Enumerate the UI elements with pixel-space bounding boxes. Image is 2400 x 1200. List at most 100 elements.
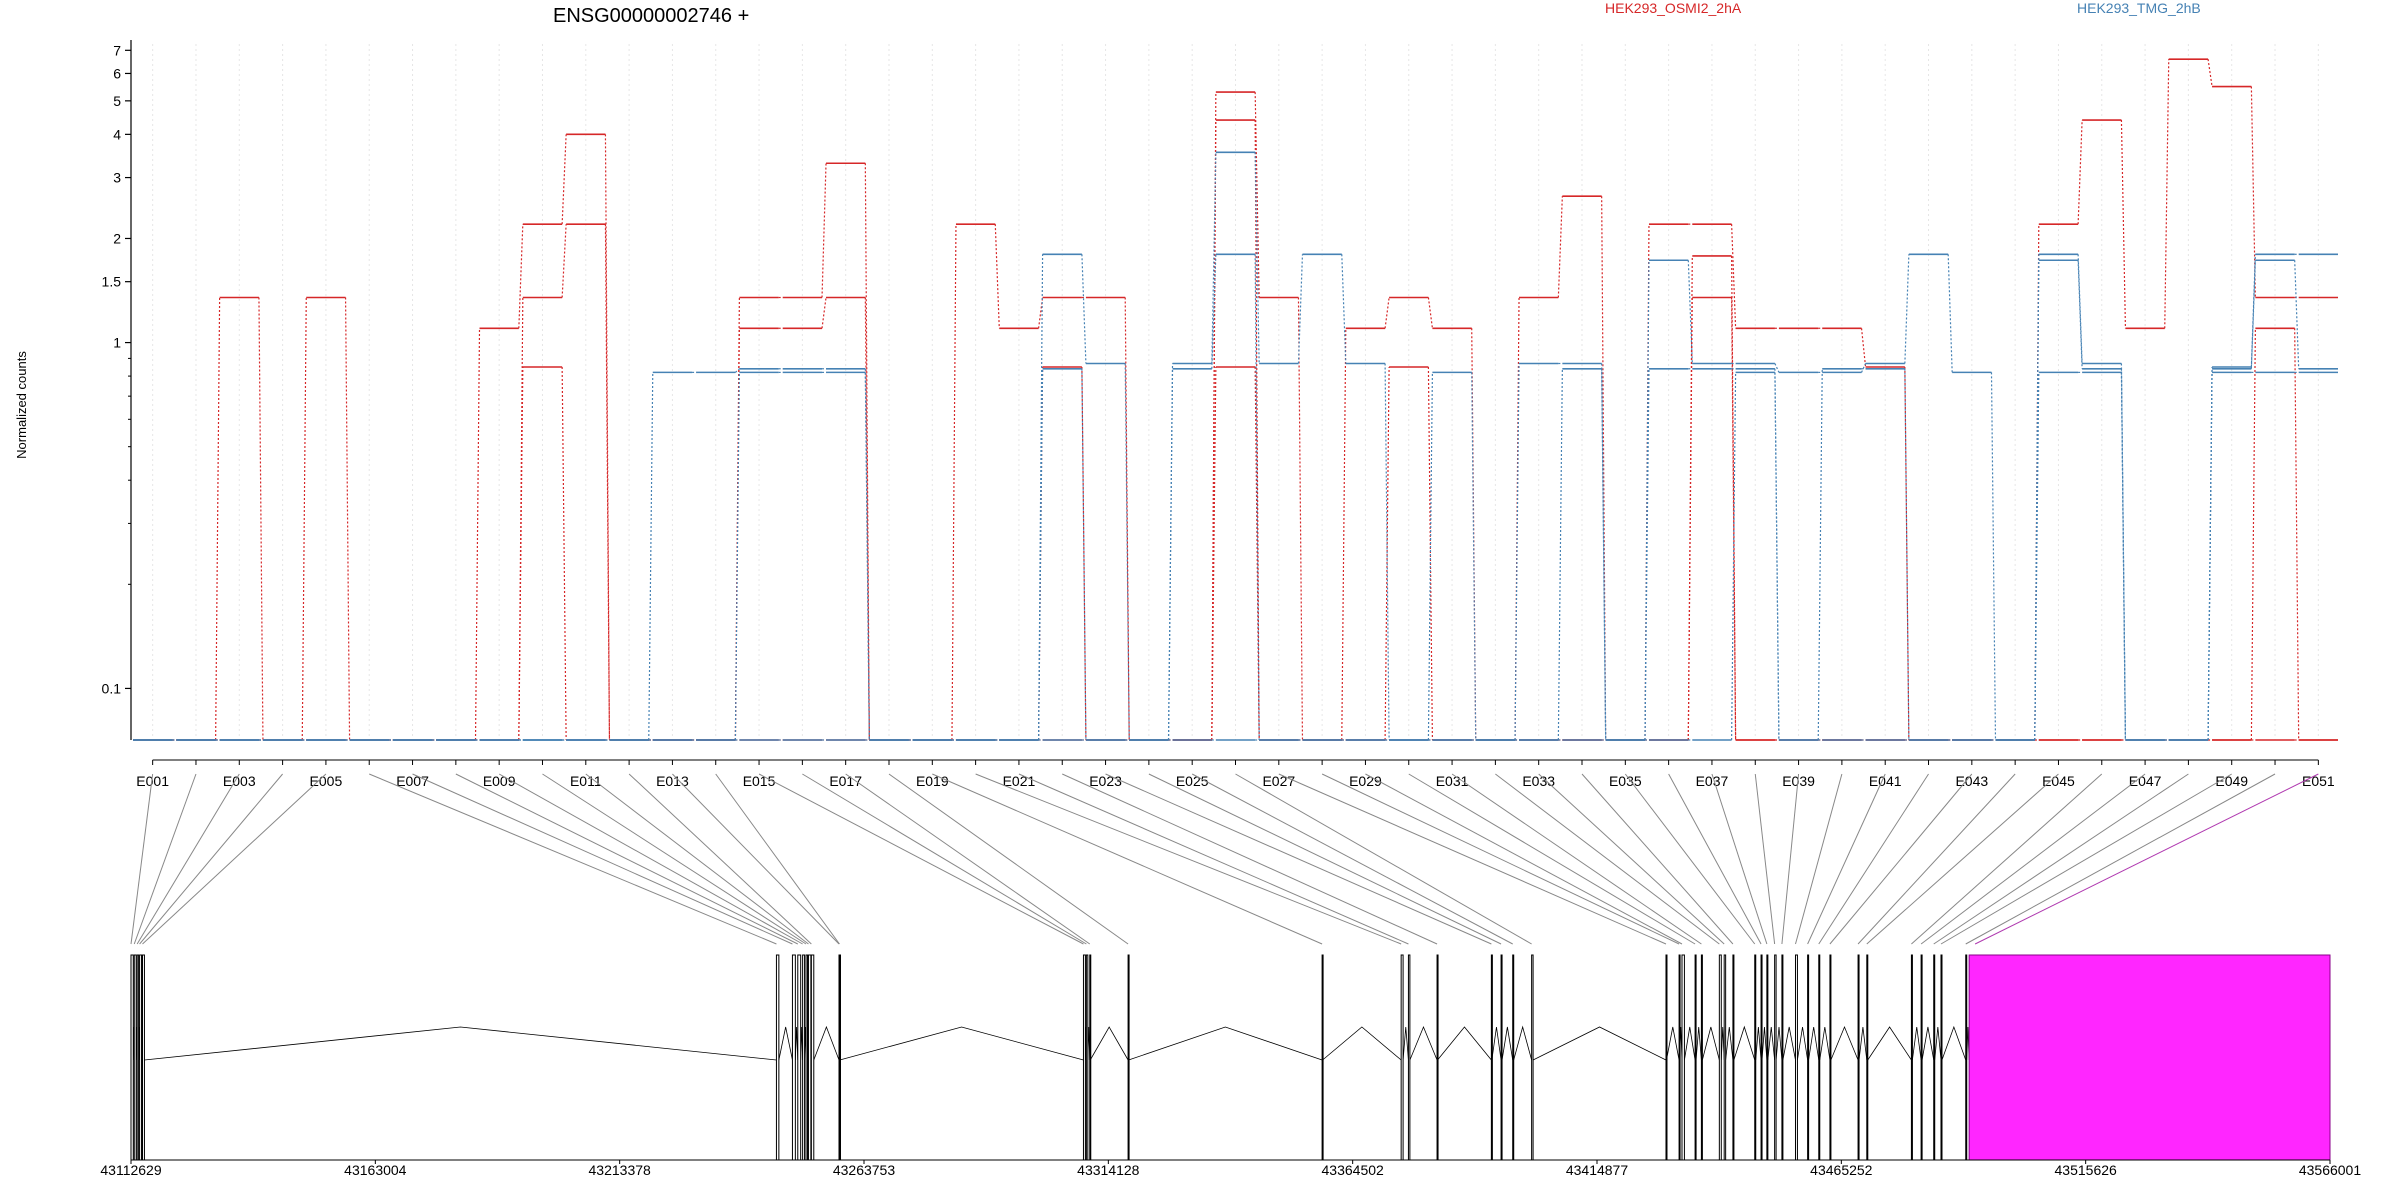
intron-line <box>1761 1026 1768 1061</box>
exon-box <box>1490 954 1493 1161</box>
intron-line <box>1409 1025 1438 1061</box>
exon-tick-label: E005 <box>310 773 343 789</box>
exon-connector <box>932 773 1323 945</box>
exon-connector <box>369 773 777 945</box>
series-connector <box>1384 297 1390 329</box>
series-connector <box>1081 368 1087 741</box>
exon-tick-label: E039 <box>1782 773 1815 789</box>
exon-connector <box>758 773 1084 945</box>
exon-tick-label: E019 <box>916 773 949 789</box>
series-connector <box>1514 363 1520 741</box>
intron-line <box>1089 1026 1129 1061</box>
exon-connector <box>1911 773 2103 945</box>
exon-box <box>1407 954 1411 1161</box>
series-connector <box>1297 254 1304 364</box>
series-connector <box>1211 254 1217 369</box>
intron-line <box>144 1026 777 1061</box>
exon-box <box>1754 954 1757 1161</box>
exon-connector <box>1933 773 2189 945</box>
exon-tick-label: E035 <box>1609 773 1642 789</box>
series-connector <box>1427 297 1434 329</box>
series-2 <box>133 296 2338 741</box>
y-tick-label: 6 <box>113 65 121 81</box>
exon-tick-label: E043 <box>1955 773 1988 789</box>
exon-tick-label: E045 <box>2042 773 2075 789</box>
intron-line <box>1819 1026 1831 1061</box>
exon-box <box>1968 954 2331 1161</box>
exon-connector <box>1278 773 1667 945</box>
intron-line <box>1701 1026 1720 1061</box>
series-5 <box>133 371 2338 741</box>
exon-box <box>142 954 145 1161</box>
intron-line <box>1911 1026 1922 1061</box>
series-connector <box>1601 363 1607 741</box>
exon-connector <box>628 773 812 945</box>
series-connector <box>1644 260 1650 741</box>
series-connector <box>1037 368 1044 741</box>
genomic-tick-label: 43314128 <box>1077 1162 1140 1178</box>
intron-line <box>1934 1026 1942 1061</box>
exon-connector <box>1668 773 1762 945</box>
exon-tick-label: E037 <box>1696 773 1729 789</box>
exon-connector <box>1191 773 1513 945</box>
exon-tick-label: E047 <box>2129 773 2162 789</box>
exon-connector <box>1538 773 1725 945</box>
legend-tmg: HEK293_TMG_2hB <box>2077 0 2201 16</box>
exon-connector <box>1818 773 1929 945</box>
series-connector <box>1861 363 1867 373</box>
exon-connector <box>1829 773 1973 945</box>
intron-line <box>1513 1025 1533 1061</box>
genomic-tick-label: 43263753 <box>833 1162 896 1178</box>
exon-connector <box>1974 773 2319 945</box>
intron-line <box>778 1026 793 1061</box>
chart-title: ENSG00000002746 + <box>553 5 749 27</box>
series-connector <box>604 134 611 741</box>
exon-connector <box>1624 773 1756 945</box>
exon-connector <box>1581 773 1734 945</box>
exon-connector <box>1754 773 1776 945</box>
exon-tick-label: E009 <box>483 773 516 789</box>
exon-box <box>1866 954 1869 1161</box>
exon-connector <box>802 773 1087 945</box>
series-connector <box>2164 59 2170 329</box>
exon-tick-label: E015 <box>743 773 776 789</box>
intron-line <box>1830 1025 1859 1061</box>
intron-line <box>1921 1026 1935 1061</box>
intron-line <box>1782 1026 1796 1061</box>
intron-line <box>1755 1026 1762 1061</box>
exon-connector <box>1965 773 2276 945</box>
series-connector <box>864 163 870 741</box>
exon-connector <box>1365 773 1683 945</box>
y-tick-label: 5 <box>113 93 121 109</box>
exon-box <box>1940 954 1943 1161</box>
genomic-tick-label: 43213378 <box>589 1162 652 1178</box>
series-connector <box>821 297 827 329</box>
intron-line <box>1733 1025 1756 1061</box>
exon-connector <box>142 773 327 945</box>
intron-line <box>1767 1026 1776 1061</box>
exon-connector <box>1940 773 2232 945</box>
series-connector <box>1341 328 1347 741</box>
series-connector <box>734 368 740 373</box>
series-connector <box>1601 368 1607 741</box>
series-connector <box>344 297 351 741</box>
exon-box <box>805 954 808 1161</box>
series-connector <box>1167 368 1174 741</box>
intron-line <box>1532 1026 1667 1061</box>
legend-osmi2: HEK293_OSMI2_2hA <box>1605 0 1742 16</box>
series-connector <box>1124 297 1130 741</box>
series-connector <box>1471 372 1477 741</box>
intron-line <box>1684 1026 1696 1061</box>
series-connector <box>1817 368 1823 741</box>
y-tick-label: 4 <box>113 126 121 142</box>
exon-box <box>1089 954 1092 1161</box>
exon-box <box>1760 954 1763 1161</box>
exon-connector <box>715 773 840 945</box>
series-connector <box>1427 372 1434 741</box>
series-connector <box>1774 363 1780 373</box>
exon-box <box>1500 954 1503 1161</box>
series-4 <box>133 253 2338 741</box>
exon-tick-label: E029 <box>1349 773 1382 789</box>
exon-connector <box>1408 773 1696 945</box>
exon-box <box>1723 954 1727 1161</box>
